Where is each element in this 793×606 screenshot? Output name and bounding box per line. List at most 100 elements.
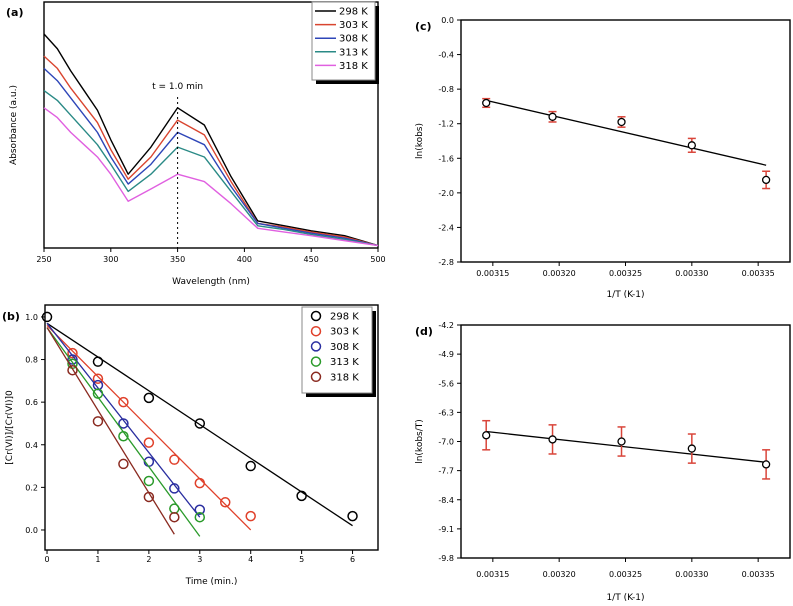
data-point	[761, 460, 771, 469]
data-point-308k	[67, 354, 78, 365]
data-point-303k	[118, 396, 129, 408]
x-tick-label: 0.00315	[476, 570, 509, 579]
y-tick-label: 0.0	[25, 526, 38, 535]
data-point-303k	[219, 497, 231, 508]
y-tick-label: 0.4	[25, 441, 38, 450]
plot-frame	[460, 19, 791, 263]
y-tick-label: -0.4	[438, 51, 454, 60]
legend-label: 303 K	[330, 327, 359, 338]
y-tick-label: 0.0	[441, 16, 454, 25]
y-tick-label: -2.4	[438, 223, 454, 232]
y-tick-label: -4.2	[438, 321, 454, 330]
y-tick-label: -0.8	[438, 85, 454, 94]
x-tick-label: 300	[103, 255, 118, 264]
x-tick-label: 0.00320	[543, 269, 576, 278]
data-point-308k	[194, 504, 206, 515]
data-point-303k	[67, 347, 78, 359]
x-tick-label: 2	[146, 555, 151, 564]
y-axis-label: ln(kobs/T)	[415, 419, 425, 464]
x-axis-label: 1/T (K-1)	[606, 593, 644, 603]
x-tick-label: 6	[350, 555, 355, 564]
legend-marker-298k	[310, 310, 322, 322]
plot-frame	[43, 1, 379, 249]
x-tick-label: 0.00325	[609, 570, 642, 579]
data-point-298k	[296, 490, 307, 502]
x-tick-label: 0.00325	[609, 269, 642, 278]
spectrum-line-298k	[43, 33, 379, 247]
data-point	[687, 444, 696, 453]
data-point-318k	[92, 416, 104, 427]
y-axis-label: Absorbance (a.u.)	[9, 85, 19, 165]
data-point-298k	[347, 510, 358, 522]
data-point-303k	[169, 454, 180, 465]
y-tick-label: -1.2	[438, 120, 454, 129]
spectrum-line-313k	[43, 89, 379, 247]
data-point-303k	[92, 373, 104, 384]
panel-label: (b)	[2, 310, 20, 323]
x-axis-label: 1/T (K-1)	[606, 290, 644, 300]
x-tick-label: 0.00330	[675, 269, 708, 278]
x-axis-label: Time (min.)	[185, 577, 238, 587]
y-tick-label: -7.7	[438, 467, 454, 476]
x-tick-label: 500	[370, 255, 385, 264]
x-tick-label: 250	[36, 255, 51, 264]
y-tick-label: -4.9	[438, 350, 454, 359]
fit-line-308k	[46, 322, 201, 518]
y-tick-label: 0.6	[25, 398, 38, 407]
y-tick-label: 1.0	[25, 313, 38, 322]
annotation-text: t = 1.0 min	[152, 82, 203, 92]
legend-label: 308 K	[339, 34, 368, 45]
y-tick-label: -2.0	[438, 189, 454, 198]
x-tick-label: 0.00320	[543, 570, 576, 579]
legend-label: 298 K	[339, 7, 368, 18]
data-point-298k	[143, 392, 155, 404]
data-point-318k	[118, 458, 129, 470]
fit-line-303k	[46, 324, 252, 531]
fit-line-318k	[46, 327, 175, 535]
data-point-303k	[245, 510, 256, 522]
x-tick-label: 5	[299, 555, 304, 564]
data-point-318k	[143, 491, 155, 503]
legend-label: 308 K	[330, 342, 359, 353]
data-point	[482, 98, 491, 108]
legend-label: 313 K	[339, 47, 368, 58]
data-point-298k	[92, 356, 104, 367]
data-point-303k	[143, 437, 155, 448]
fit-line	[486, 99, 767, 166]
legend-marker-313k	[310, 356, 322, 367]
data-point	[548, 112, 557, 121]
panel-label: (d)	[415, 325, 433, 338]
legend-box	[311, 1, 376, 81]
data-point-313k	[169, 503, 180, 514]
data-point-318k	[169, 511, 180, 523]
panel-label: (a)	[6, 6, 23, 19]
y-axis-label: [Cr(VI)]/[Cr(VI)]0	[5, 390, 15, 465]
y-axis-label: ln(kobs)	[415, 123, 425, 159]
plot-frame	[44, 304, 379, 551]
data-point-318k	[67, 364, 78, 376]
legend-marker-308k	[310, 341, 322, 352]
data-point	[617, 117, 626, 127]
y-tick-label: 0.2	[25, 483, 38, 492]
y-tick-label: -2.8	[438, 258, 454, 267]
data-point-303k	[194, 477, 206, 489]
x-tick-label: 0.00315	[476, 269, 509, 278]
y-tick-label: -9.1	[438, 525, 454, 534]
data-point-313k	[92, 388, 104, 399]
x-tick-label: 400	[237, 255, 252, 264]
panel-label: (c)	[415, 20, 432, 33]
data-point-308k	[118, 418, 129, 429]
x-tick-label: 3	[197, 555, 202, 564]
data-point-298k	[41, 311, 53, 323]
x-tick-label: 0	[44, 555, 49, 564]
data-point	[617, 437, 626, 446]
legend-label: 318 K	[339, 61, 368, 72]
data-point-308k	[169, 483, 180, 494]
x-tick-label: 1	[95, 555, 100, 564]
legend-label: 303 K	[339, 20, 368, 31]
fit-line	[486, 430, 767, 463]
spectrum-line-308k	[43, 67, 379, 247]
y-tick-label: -8.4	[438, 496, 454, 505]
legend-marker-303k	[310, 325, 322, 337]
